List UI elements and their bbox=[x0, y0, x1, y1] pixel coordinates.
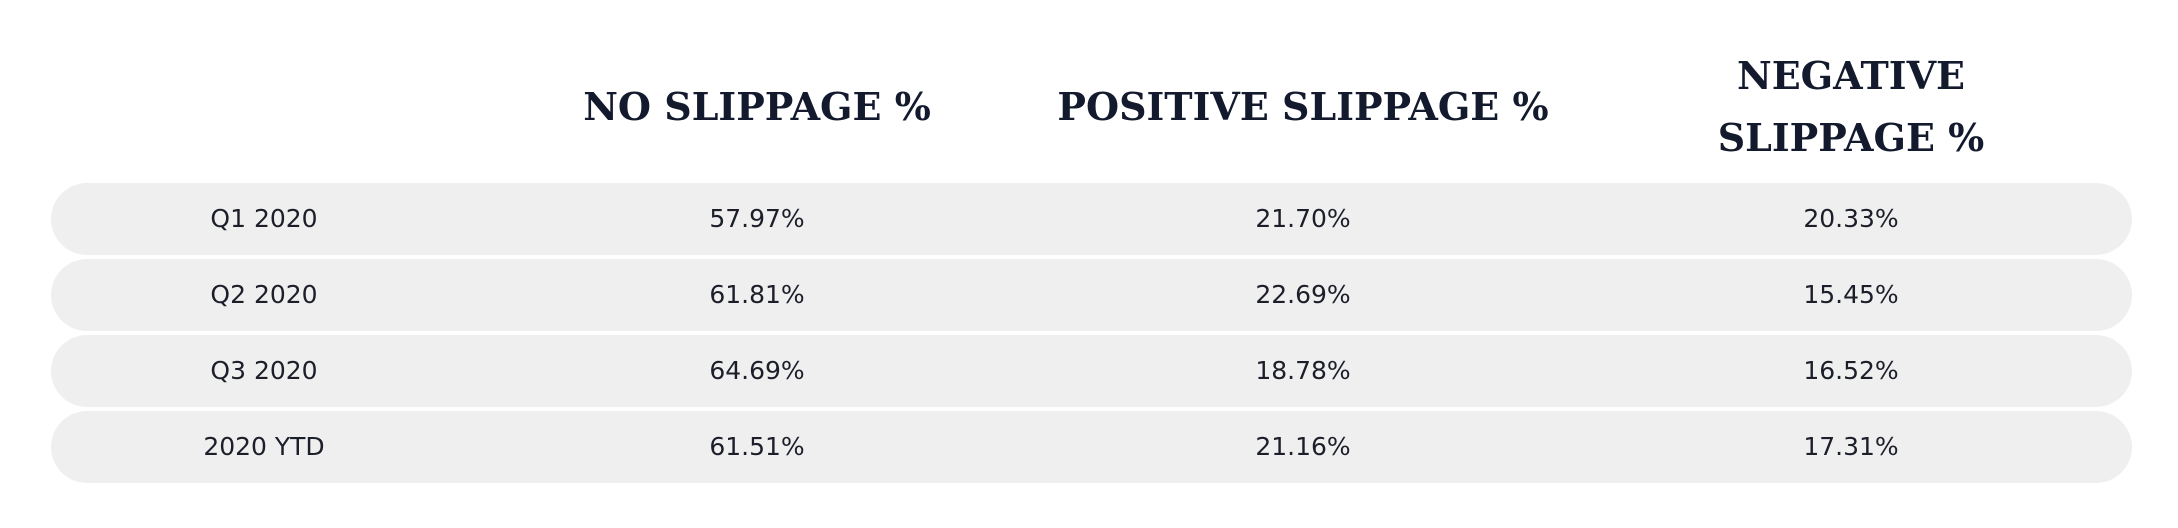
cell: 20.33% bbox=[1803, 204, 1899, 233]
table-row: Q1 2020 57.97% 21.70% 20.33% bbox=[51, 183, 2132, 255]
row-label: 2020 YTD bbox=[203, 432, 325, 461]
cell: 57.97% bbox=[709, 204, 805, 233]
column-header: NEGATIVE SLIPPAGE % bbox=[1717, 53, 1985, 160]
row-label: Q2 2020 bbox=[210, 280, 318, 309]
cell: 15.45% bbox=[1803, 280, 1899, 309]
cell: 17.31% bbox=[1803, 432, 1899, 461]
column-header: NO SLIPPAGE % bbox=[583, 84, 931, 129]
cell: 64.69% bbox=[709, 356, 805, 385]
row-label: Q3 2020 bbox=[210, 356, 318, 385]
table-row: Q3 2020 64.69% 18.78% 16.52% bbox=[51, 335, 2132, 407]
table-row: Q2 2020 61.81% 22.69% 15.45% bbox=[51, 259, 2132, 331]
table-row: 2020 YTD 61.51% 21.16% 17.31% bbox=[51, 411, 2132, 483]
cell: 18.78% bbox=[1255, 356, 1351, 385]
column-header: POSITIVE SLIPPAGE % bbox=[1057, 84, 1549, 129]
cell: 61.81% bbox=[709, 280, 805, 309]
cell: 61.51% bbox=[709, 432, 805, 461]
cell: 21.16% bbox=[1255, 432, 1351, 461]
cell: 21.70% bbox=[1255, 204, 1351, 233]
row-label: Q1 2020 bbox=[210, 204, 318, 233]
cell: 16.52% bbox=[1803, 356, 1899, 385]
cell: 22.69% bbox=[1255, 280, 1351, 309]
